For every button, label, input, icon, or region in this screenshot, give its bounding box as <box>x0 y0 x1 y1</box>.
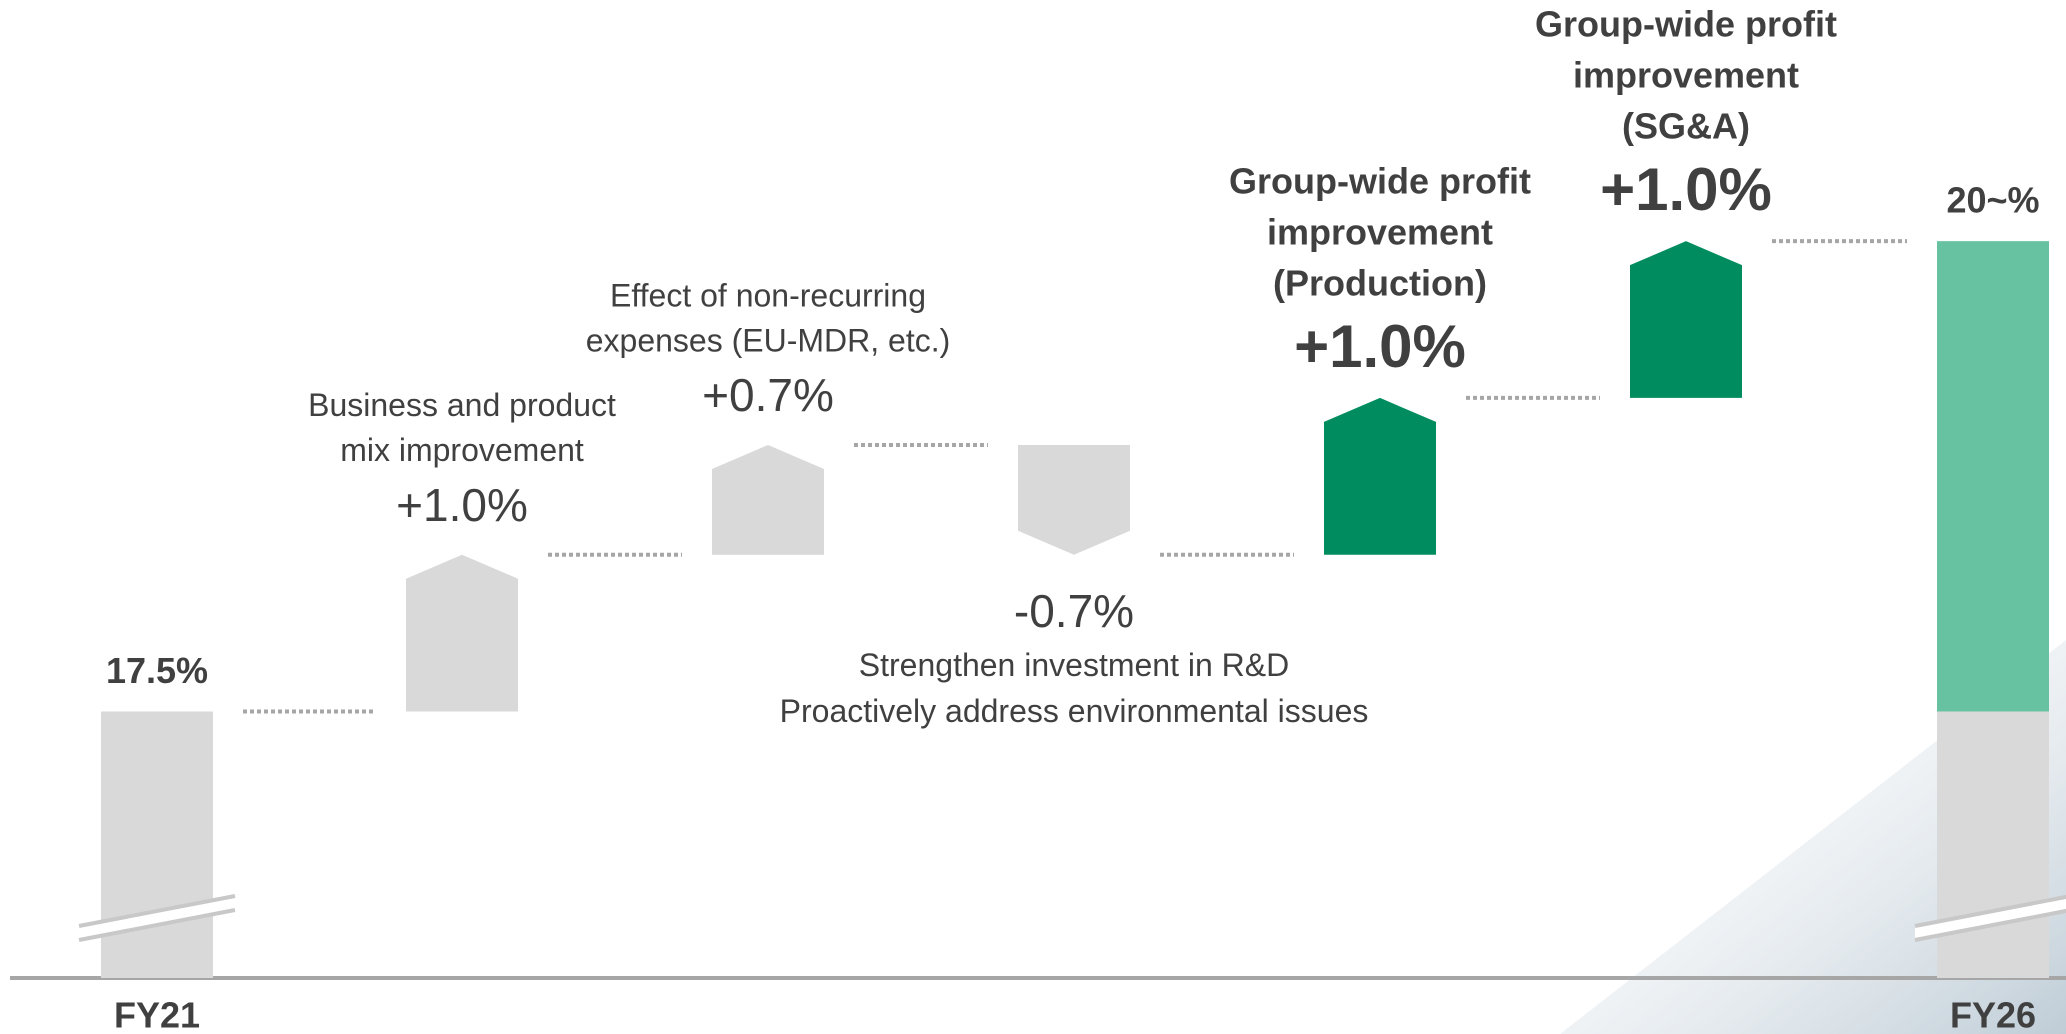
annotation: mix improvement <box>340 432 584 468</box>
annotation: Group-wide profit <box>1229 160 1531 201</box>
bar <box>406 555 518 712</box>
chart: 17.5% FY21 +1.0% Business and product mix im… <box>0 0 2066 1034</box>
bar <box>101 711 213 978</box>
annotation: Strengthen investment in R&D <box>859 647 1289 683</box>
x-tick-label: FY21 <box>114 995 200 1034</box>
value-label: -0.7% <box>1014 585 1134 637</box>
value-label: +1.0% <box>396 479 528 531</box>
x-tick-label: FY26 <box>1950 995 2036 1034</box>
bar <box>1937 241 2049 711</box>
annotation: Business and product <box>308 387 616 423</box>
annotation: (SG&A) <box>1622 106 1750 147</box>
bar-base <box>1937 711 2049 978</box>
page: {"chart_data": { "type": "waterfall", "c… <box>0 0 2066 1034</box>
bar <box>1324 398 1436 555</box>
annotation: improvement <box>1573 55 1799 96</box>
bar <box>712 445 824 555</box>
annotation: Group-wide profit <box>1535 4 1837 45</box>
annotation: Proactively address environmental issues <box>780 693 1369 729</box>
annotation: expenses (EU-MDR, etc.) <box>586 322 951 358</box>
value-label: 17.5% <box>106 650 208 691</box>
annotation: improvement <box>1267 211 1493 252</box>
annotation: (Production) <box>1273 262 1487 303</box>
annotation: Effect of non-recurring <box>610 277 926 313</box>
value-label: +1.0% <box>1294 313 1466 380</box>
bar <box>1630 241 1742 398</box>
value-label: 20~% <box>1946 180 2039 221</box>
bar <box>1018 445 1130 555</box>
value-label: +0.7% <box>702 369 834 421</box>
value-label: +1.0% <box>1600 156 1772 223</box>
